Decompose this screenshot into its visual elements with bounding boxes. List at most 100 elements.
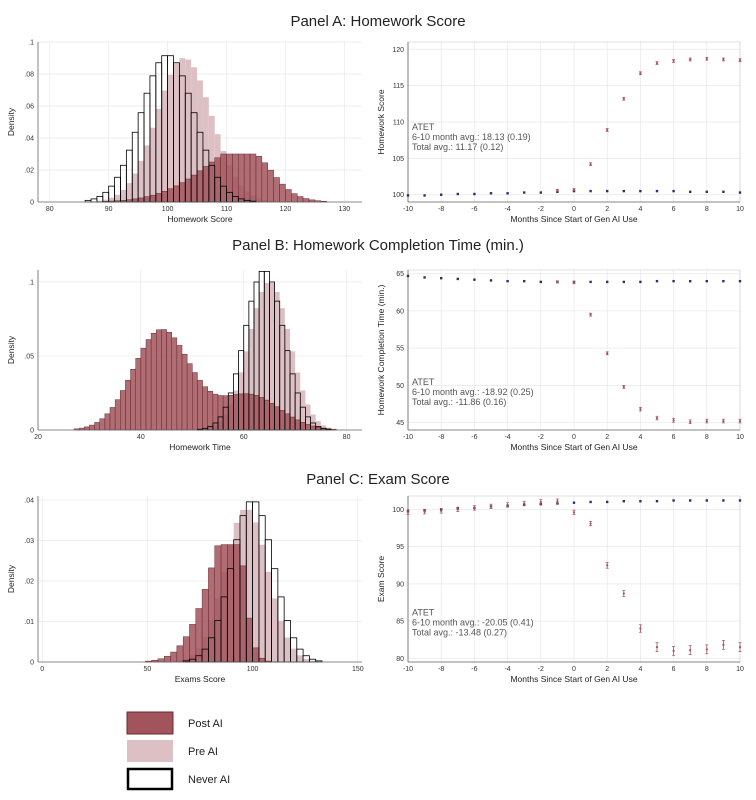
control-point <box>655 500 659 503</box>
x-axis-label: Months Since Start of Gen AI Use <box>510 442 637 452</box>
treated-point <box>689 420 692 423</box>
hist-bar-pre <box>284 637 291 662</box>
y-tick-label: 110 <box>393 120 404 127</box>
x-tick-label: -4 <box>504 434 510 441</box>
treated-point <box>655 646 659 649</box>
x-tick-label: 150 <box>352 666 364 673</box>
hist-bar-pre <box>264 283 270 430</box>
hist-bar-post <box>227 544 234 663</box>
treated-point <box>738 419 742 423</box>
atet-note-line: ATET <box>412 608 435 618</box>
x-tick-label: 90 <box>105 206 113 213</box>
treated-point <box>722 643 725 646</box>
hist-bar-post <box>185 178 192 203</box>
treated-point <box>672 59 675 63</box>
control-point <box>440 276 443 280</box>
hist-bar-post <box>222 395 229 431</box>
treated-point <box>639 72 642 75</box>
x-tick-label: 20 <box>34 434 42 441</box>
control-point <box>456 277 459 281</box>
control-point <box>489 279 493 282</box>
hist-bar-post <box>310 425 316 431</box>
treated-point <box>572 188 576 191</box>
y-tick-label: 0 <box>30 428 34 435</box>
hist-bar-post <box>220 544 228 663</box>
hist-bar-pre <box>132 173 139 202</box>
hist-bar-pre <box>320 425 326 430</box>
hist-bar-post <box>264 399 270 431</box>
y-tick-label: 105 <box>392 156 404 163</box>
hist-bar-pre <box>197 80 203 202</box>
x-axis-label: Exams Score <box>175 674 226 684</box>
legend: Post AI Pre AI Never AI <box>126 711 230 791</box>
x-tick-label: 100 <box>247 666 259 673</box>
hist-bar-post <box>238 393 244 431</box>
x-axis-label: Months Since Start of Gen AI Use <box>510 214 637 224</box>
x-tick-label: 130 <box>338 206 350 213</box>
hist-bar-pre <box>248 328 254 430</box>
panel-c-event-study: -10 -8 -6 -4 -2 0 2 4 6 8 10 80 85 90 95 100 Months Sinc… <box>376 495 744 684</box>
control-point <box>672 189 675 193</box>
hist-bar-post <box>214 545 222 663</box>
hist-bar-pre <box>269 283 275 430</box>
hist-bar-post <box>300 422 306 431</box>
hist-bar-pre <box>191 67 198 203</box>
hist-bar-post <box>233 394 239 431</box>
x-tick-label: 10 <box>736 206 744 213</box>
control-point <box>539 191 542 194</box>
hist-bar-post <box>145 339 152 431</box>
treated-point <box>456 508 459 511</box>
x-tick-label: 40 <box>137 434 145 441</box>
x-tick-label: -2 <box>538 434 544 441</box>
hist-bar-post <box>155 193 162 203</box>
control-point <box>655 189 659 193</box>
x-axis-label: Homework Time <box>169 442 231 452</box>
x-tick-label: 8 <box>705 434 709 441</box>
x-tick-label: 60 <box>240 434 248 441</box>
control-point <box>473 192 476 196</box>
y-axis-label: Density <box>6 564 16 593</box>
control-point <box>705 190 708 194</box>
hist-bar-pre <box>290 648 297 662</box>
x-tick-label: 80 <box>343 434 351 441</box>
x-tick-label: -6 <box>471 434 477 441</box>
control-point <box>556 190 559 194</box>
hist-bar-post <box>208 161 215 203</box>
atet-note-line: 6-10 month avg.: -20.05 (0.41) <box>412 618 534 628</box>
x-tick-label: 4 <box>638 434 642 441</box>
control-point <box>606 280 609 284</box>
control-point <box>523 191 526 194</box>
y-tick-label: 0 <box>30 200 34 207</box>
y-tick-label: 0 <box>30 660 34 667</box>
x-tick-label: -4 <box>504 666 510 673</box>
hist-bar-pre <box>114 194 121 202</box>
y-tick-label: 60 <box>396 308 404 315</box>
hist-bar-post <box>248 393 255 431</box>
y-tick-label: .04 <box>24 136 34 143</box>
hist-bar-post <box>228 395 234 431</box>
hist-bar-post <box>195 608 203 663</box>
atet-note-line: Total avg.: -11.86 (0.16) <box>412 397 506 407</box>
panel-a-histogram: 80 90 100 110 120 130 0 .02 .04 .06 .08 .1 Homework … <box>6 40 362 224</box>
hist-bar-pre <box>243 351 249 430</box>
hist-bar-post <box>243 153 251 203</box>
legend-swatch-never-ai <box>126 767 174 791</box>
panel-c-histogram: 0 50 100 150 0 .01 .02 .03 .04 Exams Score Density <box>6 496 364 684</box>
panel-a-event-study: -10 -8 -6 -4 -2 0 2 4 6 8 10 100 105 110 115 120 Months … <box>376 41 744 224</box>
treated-point <box>705 57 708 60</box>
hist-bar-post <box>285 189 292 203</box>
hist-bar-post <box>109 407 116 431</box>
hist-bar-pre <box>290 351 296 430</box>
hist-bar-pre <box>300 390 306 430</box>
x-tick-label: 110 <box>221 206 232 213</box>
legend-swatch-pre-ai <box>127 740 173 762</box>
hist-bar-post <box>255 156 263 203</box>
x-tick-label: 10 <box>736 434 744 441</box>
y-tick-label: 100 <box>392 192 404 199</box>
x-tick-label: 10 <box>736 666 744 673</box>
control-point <box>456 192 459 196</box>
hist-bar-pre <box>274 291 280 430</box>
hist-bar-pre <box>303 658 310 662</box>
hist-bar-post <box>140 347 147 431</box>
treated-point <box>672 419 675 422</box>
